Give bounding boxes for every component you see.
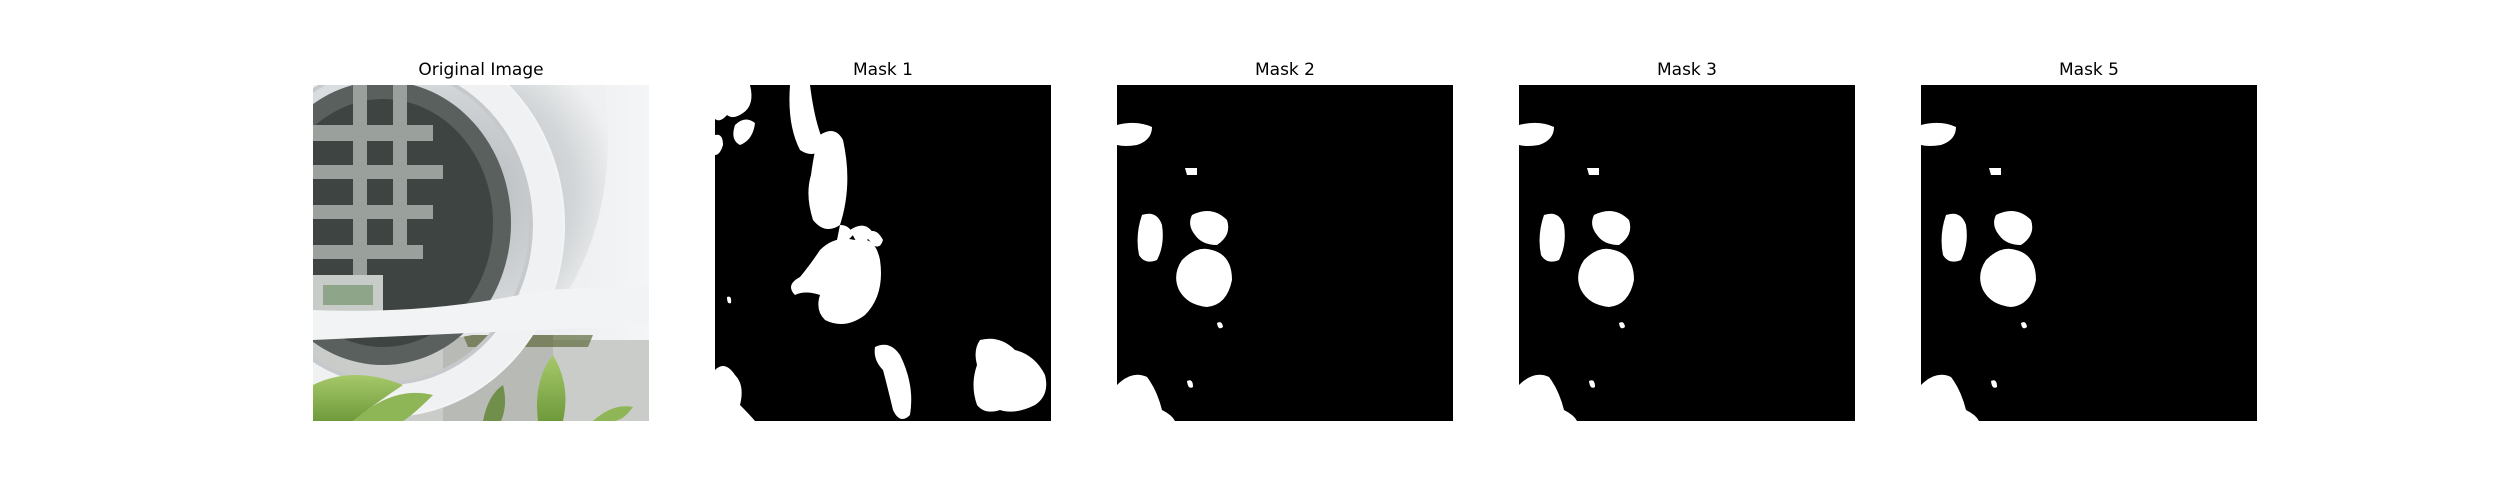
original-image bbox=[313, 85, 649, 421]
panel-title-mask-5: Mask 5 bbox=[2058, 60, 2119, 80]
mask-5-image bbox=[1921, 85, 2257, 421]
panel-title-original-image: Original Image bbox=[418, 60, 544, 80]
panel-title-mask-1: Mask 1 bbox=[852, 60, 913, 80]
mask-2-image bbox=[1117, 85, 1453, 421]
mask-3-image bbox=[1519, 85, 1855, 421]
panel-title-mask-3: Mask 3 bbox=[1656, 60, 1717, 80]
panel-title-mask-2: Mask 2 bbox=[1254, 60, 1315, 80]
mask-1-image bbox=[715, 85, 1051, 421]
